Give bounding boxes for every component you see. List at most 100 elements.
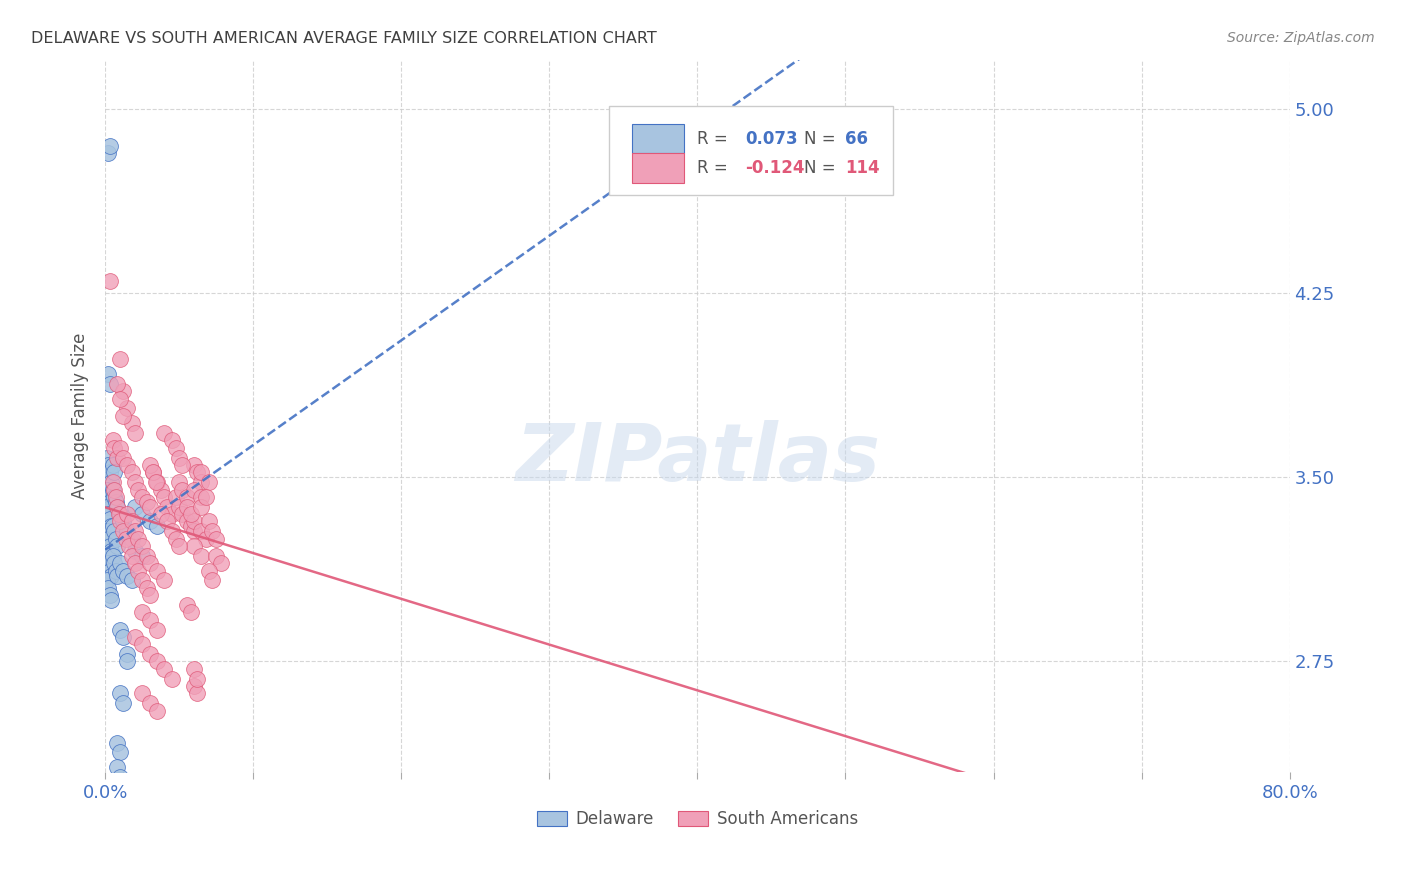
Point — [190, 490, 212, 504]
Point — [160, 507, 183, 521]
Point — [105, 568, 128, 582]
Point — [101, 519, 124, 533]
Point — [111, 524, 134, 539]
FancyBboxPatch shape — [633, 124, 685, 153]
Point — [124, 425, 146, 440]
Point — [117, 655, 139, 669]
Point — [176, 515, 198, 529]
Point — [121, 416, 143, 430]
Point — [153, 574, 176, 588]
Point — [146, 564, 169, 578]
Point — [108, 392, 131, 406]
Point — [138, 647, 160, 661]
Point — [135, 495, 157, 509]
Point — [121, 515, 143, 529]
Point — [96, 574, 118, 588]
Point — [138, 613, 160, 627]
Point — [100, 500, 122, 514]
Point — [167, 539, 190, 553]
Point — [108, 441, 131, 455]
Text: N =: N = — [804, 129, 835, 147]
Point — [117, 524, 139, 539]
Point — [98, 588, 121, 602]
Point — [138, 696, 160, 710]
Point — [165, 441, 187, 455]
Point — [180, 519, 202, 533]
Point — [101, 549, 124, 563]
Point — [153, 662, 176, 676]
Point — [100, 544, 122, 558]
Point — [97, 556, 120, 570]
Point — [96, 549, 118, 563]
Point — [201, 524, 224, 539]
Point — [186, 466, 208, 480]
Point — [124, 556, 146, 570]
Point — [183, 515, 205, 529]
Point — [118, 539, 141, 553]
Point — [165, 532, 187, 546]
Point — [156, 515, 179, 529]
Point — [104, 532, 127, 546]
Point — [117, 647, 139, 661]
Point — [190, 475, 212, 490]
Point — [146, 704, 169, 718]
Point — [209, 556, 232, 570]
FancyBboxPatch shape — [633, 153, 685, 184]
Point — [153, 490, 176, 504]
Text: DELAWARE VS SOUTH AMERICAN AVERAGE FAMILY SIZE CORRELATION CHART: DELAWARE VS SOUTH AMERICAN AVERAGE FAMIL… — [31, 31, 657, 46]
Text: Source: ZipAtlas.com: Source: ZipAtlas.com — [1227, 31, 1375, 45]
Point — [98, 564, 121, 578]
FancyBboxPatch shape — [609, 106, 893, 195]
Point — [111, 450, 134, 465]
Point — [105, 735, 128, 749]
Point — [124, 524, 146, 539]
Point — [183, 483, 205, 497]
Point — [98, 138, 121, 153]
Point — [146, 623, 169, 637]
Point — [176, 598, 198, 612]
Point — [138, 556, 160, 570]
Point — [105, 500, 128, 514]
Point — [97, 581, 120, 595]
Point — [105, 500, 128, 514]
Point — [186, 672, 208, 686]
Point — [146, 519, 169, 533]
Point — [101, 434, 124, 448]
Point — [105, 450, 128, 465]
Point — [108, 352, 131, 367]
Point — [142, 466, 165, 480]
Point — [201, 574, 224, 588]
Point — [98, 466, 121, 480]
Point — [108, 515, 131, 529]
Point — [127, 532, 149, 546]
Point — [97, 507, 120, 521]
Point — [100, 593, 122, 607]
Point — [121, 532, 143, 546]
Point — [98, 539, 121, 553]
Point — [124, 630, 146, 644]
Point — [176, 490, 198, 504]
Point — [103, 483, 125, 497]
Point — [138, 588, 160, 602]
Point — [97, 145, 120, 160]
Point — [105, 760, 128, 774]
Legend: Delaware, South Americans: Delaware, South Americans — [530, 804, 865, 835]
Point — [146, 475, 169, 490]
Point — [190, 466, 212, 480]
Point — [156, 500, 179, 514]
Point — [145, 475, 167, 490]
Text: 0.073: 0.073 — [745, 129, 797, 147]
Point — [117, 507, 139, 521]
Point — [167, 500, 190, 514]
Point — [103, 466, 125, 480]
Point — [100, 568, 122, 582]
Point — [111, 564, 134, 578]
Point — [198, 475, 221, 490]
Point — [97, 532, 120, 546]
Point — [100, 519, 122, 533]
Point — [117, 568, 139, 582]
Point — [104, 490, 127, 504]
Point — [183, 458, 205, 472]
Point — [150, 483, 173, 497]
Point — [105, 376, 128, 391]
